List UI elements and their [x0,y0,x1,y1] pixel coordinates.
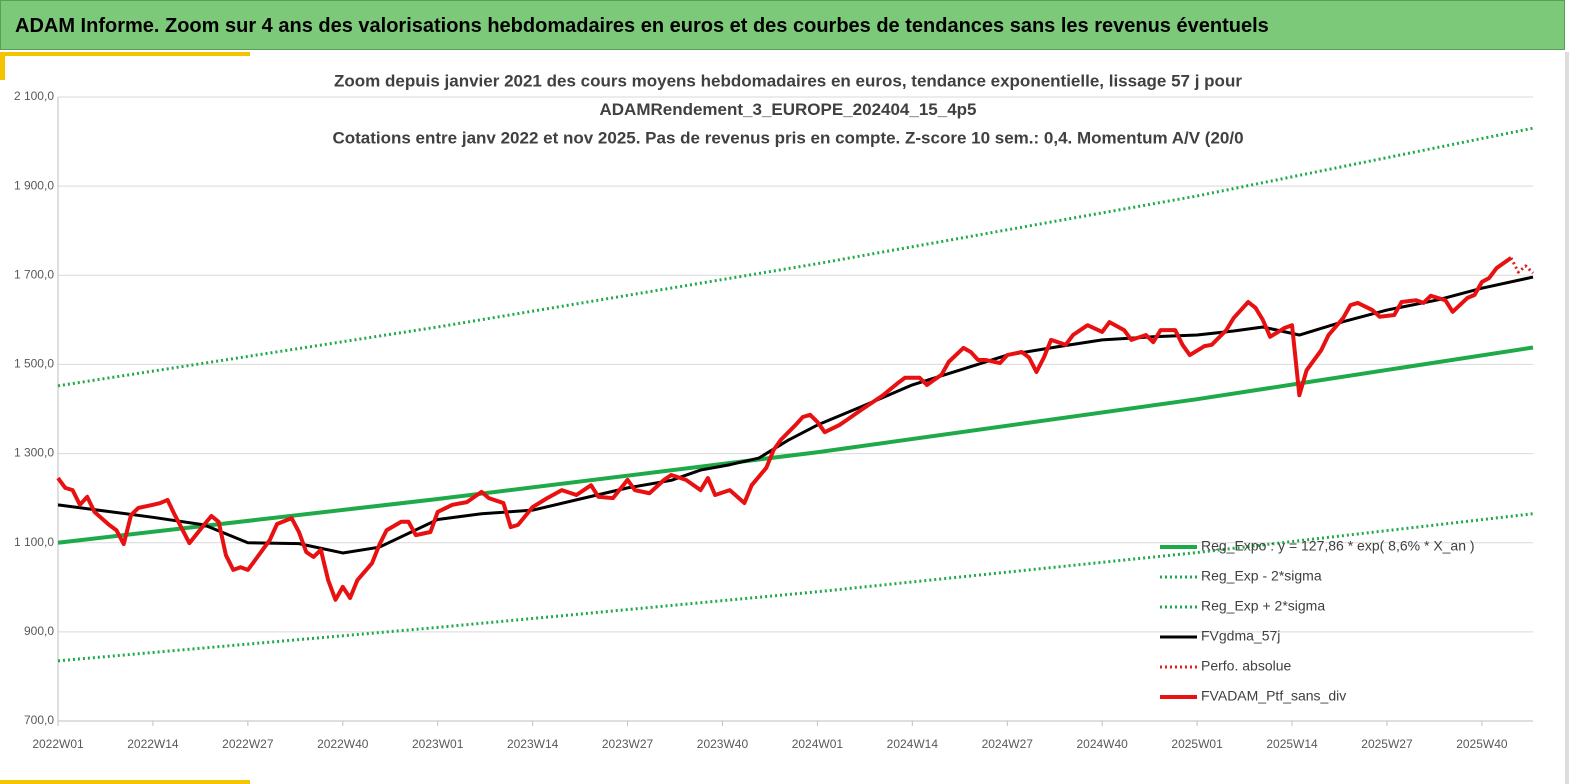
x-tick-label: 2025W14 [1266,737,1318,751]
x-tick-label: 2023W40 [697,737,749,751]
accent [0,52,5,80]
x-tick-label: 2025W01 [1171,737,1223,751]
chart-title: ADAMRendement_3_EUROPE_202404_15_4p5 [599,100,976,119]
accent [0,52,250,56]
series-line [57,512,1534,663]
y-tick-label: 900,0 [24,624,54,638]
accent [0,780,250,784]
header-title: ADAM Informe. Zoom sur 4 ans des valoris… [0,0,1565,50]
y-tick-label: 1 700,0 [14,267,54,281]
y-tick-label: 1 100,0 [14,535,54,549]
x-tick-label: 2025W40 [1456,737,1508,751]
y-tick-label: 700,0 [24,713,54,727]
chart-title: Zoom depuis janvier 2021 des cours moyen… [334,71,1242,90]
legend-label: Perfo. absolue [1201,658,1291,674]
x-tick-label: 2022W40 [317,737,369,751]
x-tick-label: 2024W40 [1076,737,1128,751]
x-tick-label: 2024W27 [982,737,1034,751]
legend-label: Reg_Exp + 2*sigma [1201,598,1325,614]
series-line [57,275,1534,555]
x-tick-label: 2023W01 [412,737,464,751]
y-tick-label: 1 300,0 [14,446,54,460]
series-line [57,345,1534,545]
series-line [56,256,1513,602]
y-tick-label: 1 900,0 [14,178,54,192]
border [1565,52,1569,784]
x-tick-label: 2022W27 [222,737,274,751]
legend-label: FVADAM_Ptf_sans_div [1201,688,1346,704]
chart-title: Cotations entre janv 2022 et nov 2025. P… [332,128,1243,147]
y-tick-label: 1 500,0 [14,357,54,371]
series-line [57,126,1534,388]
legend-label: Reg_Exp - 2*sigma [1201,568,1322,584]
legend-label: Reg_Expo : y = 127,86 * exp( 8,6% * X_an… [1201,538,1475,554]
x-tick-label: 2023W14 [507,737,559,751]
x-tick-label: 2022W14 [127,737,179,751]
legend-label: FVgdma_57j [1201,628,1280,644]
x-tick-label: 2024W01 [792,737,844,751]
x-tick-label: 2022W01 [32,737,84,751]
series-line [1509,257,1535,275]
x-tick-label: 2023W27 [602,737,654,751]
x-tick-label: 2024W14 [887,737,939,751]
y-tick-label: 2 100,0 [14,89,54,103]
x-tick-label: 2025W27 [1361,737,1413,751]
